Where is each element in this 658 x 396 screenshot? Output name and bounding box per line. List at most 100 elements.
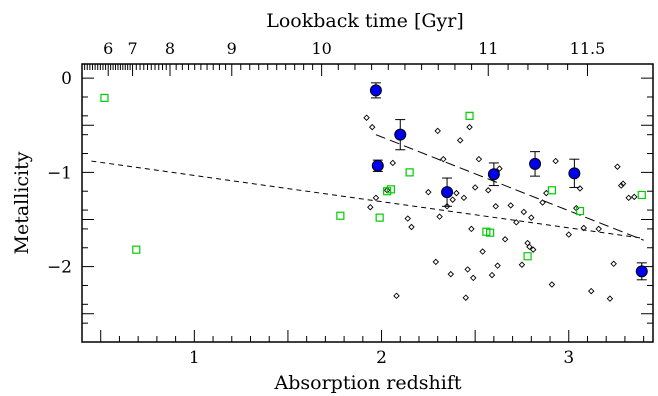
green-square-point — [575, 206, 585, 216]
diamond-point — [576, 185, 584, 192]
diamond-point — [488, 271, 496, 279]
fit-lines — [91, 134, 644, 241]
diamond-point — [368, 123, 376, 131]
diamond-point — [443, 203, 451, 210]
diamond-point — [389, 159, 397, 167]
diamond-point — [466, 123, 473, 131]
diamond-point — [513, 219, 520, 226]
diamond-point — [456, 137, 464, 144]
diamond-point — [587, 287, 595, 295]
diamond-point — [440, 155, 447, 163]
top-tick-label: 11.5 — [570, 39, 606, 58]
green-square-point — [486, 228, 495, 237]
diamond-point — [453, 189, 460, 197]
binned-point — [394, 128, 407, 141]
diamond-point — [447, 270, 455, 278]
diamond-point — [518, 261, 526, 268]
diamond-point — [606, 295, 614, 302]
green-square-point — [465, 111, 474, 120]
diamond-point — [470, 274, 477, 282]
binned-point — [568, 167, 581, 180]
diamond-point — [631, 193, 638, 201]
diamond-point — [460, 194, 468, 202]
diamond-point — [432, 258, 440, 266]
diamond-point — [494, 262, 501, 269]
binned-point — [487, 168, 500, 181]
diamond-point — [471, 184, 479, 191]
diamond-point — [462, 294, 470, 301]
tick-labels: 1 2 3 0 −1 −2 6 7 8 9 10 11 11.5 — [47, 39, 605, 368]
data-points — [100, 82, 648, 302]
green-square-point — [386, 185, 396, 194]
y-axis-title: Metallicity — [11, 151, 33, 254]
diamond-point — [610, 260, 617, 268]
green-square-point — [405, 168, 414, 177]
x-tick-label: 1 — [189, 348, 200, 368]
diamond-point — [468, 225, 475, 233]
diamond-point — [404, 215, 411, 222]
x-tick-label: 3 — [563, 348, 574, 368]
top-tick-label: 11 — [478, 39, 498, 58]
diamond-point — [372, 194, 380, 202]
diamond-point — [507, 202, 514, 209]
diamond-point — [548, 281, 556, 288]
binned-point — [529, 157, 542, 170]
diamond-point — [434, 127, 441, 135]
diamond-point — [475, 155, 483, 163]
diamond-point — [595, 225, 602, 233]
green-square-point — [100, 93, 109, 103]
top-tick-label: 6 — [103, 39, 113, 58]
diamond-point — [520, 208, 528, 216]
plot-border — [81, 63, 654, 343]
y-tick-label: −2 — [47, 258, 72, 278]
diamond-point — [565, 231, 572, 238]
diamond-point — [393, 292, 400, 300]
diamond-point — [617, 182, 625, 189]
green-square-point — [547, 186, 557, 195]
diamond-point — [625, 194, 632, 202]
fit-line-dashed — [91, 160, 644, 239]
plot-frame — [81, 63, 654, 343]
diamond-point — [485, 187, 492, 194]
binned-point — [441, 186, 454, 199]
top-axis-title: Lookback time [Gyr] — [266, 10, 464, 32]
binned-point — [635, 265, 648, 278]
diamond-point — [367, 204, 374, 211]
diamond-point — [436, 213, 443, 220]
fit-line-long-dashed — [375, 134, 644, 241]
top-tick-label: 10 — [311, 39, 331, 58]
diamond-point — [449, 196, 456, 203]
diamond-point — [479, 248, 486, 255]
green-square-point — [523, 252, 532, 261]
diamond-point — [492, 203, 499, 210]
diamond-point — [529, 246, 537, 253]
diamond-point — [528, 214, 535, 221]
y-tick-label: −1 — [47, 163, 72, 183]
binned-point — [369, 84, 382, 97]
diamond-point — [501, 236, 509, 243]
green-square-point — [637, 190, 646, 200]
top-tick-label: 9 — [227, 39, 237, 58]
diamond-point — [425, 188, 432, 196]
diamond-point — [539, 199, 546, 206]
diamond-point — [619, 180, 627, 187]
green-square-point — [375, 213, 384, 222]
x-tick-label: 2 — [376, 348, 387, 368]
top-tick-label: 8 — [165, 39, 175, 58]
binned-point — [371, 159, 384, 172]
axis-ticks — [81, 64, 653, 343]
green-square-point — [132, 245, 141, 254]
diamond-point — [363, 114, 370, 121]
top-tick-label: 7 — [127, 39, 137, 58]
diamond-point — [552, 157, 559, 165]
x-axis-title: Absorption redshift — [274, 372, 462, 394]
green-square-point — [336, 211, 345, 220]
y-tick-label: 0 — [61, 69, 72, 89]
diamond-point — [580, 224, 587, 232]
diamond-point — [464, 266, 471, 273]
diamond-point — [614, 163, 621, 170]
diamond-point — [496, 165, 503, 172]
diamond-point — [526, 243, 533, 251]
diamond-point — [408, 223, 415, 231]
